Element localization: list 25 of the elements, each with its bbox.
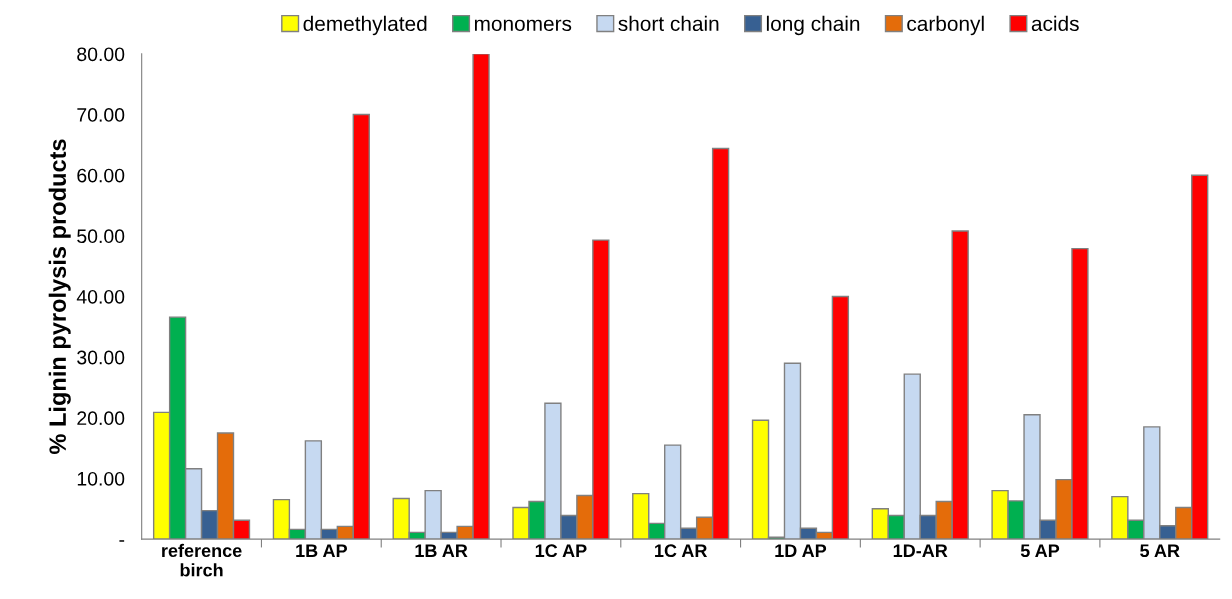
legend-label: short chain: [618, 15, 719, 32]
x-tick-label: 1C AR: [655, 544, 708, 558]
legend-label: monomers: [474, 19, 572, 32]
y-tick-label: 50.00: [77, 229, 125, 244]
y-tick-label: 20.00: [77, 411, 125, 426]
y-tick-label: 60.00: [77, 168, 125, 183]
x-tick-label: 1D AP: [775, 544, 827, 557]
y-tick-label: -: [119, 540, 125, 542]
legend-label: acids: [1031, 15, 1079, 32]
x-tick-label: 5 AP: [1020, 544, 1060, 558]
legend-label: demethylated: [303, 15, 427, 36]
y-tick-label: 70.00: [77, 108, 125, 122]
x-tick-label: 1C AP: [535, 544, 587, 558]
x-tick-label: 1D-AR: [893, 544, 948, 557]
y-axis-title: % Lignin pyrolysis products: [48, 139, 71, 454]
x-tick-label: 1B AR: [415, 544, 468, 557]
y-tick-label: 80.00: [77, 47, 125, 62]
legend-label: carbonyl: [907, 15, 984, 36]
x-tick-label: 5 AR: [1140, 544, 1180, 558]
x-tick-label: reference birch: [162, 543, 242, 577]
y-tick-label: 10.00: [77, 471, 125, 486]
x-tick-label: 1B AP: [296, 544, 347, 557]
y-tick-label: 30.00: [77, 350, 125, 365]
y-tick-label: 40.00: [76, 289, 125, 304]
legend-label: long chain: [766, 15, 860, 36]
